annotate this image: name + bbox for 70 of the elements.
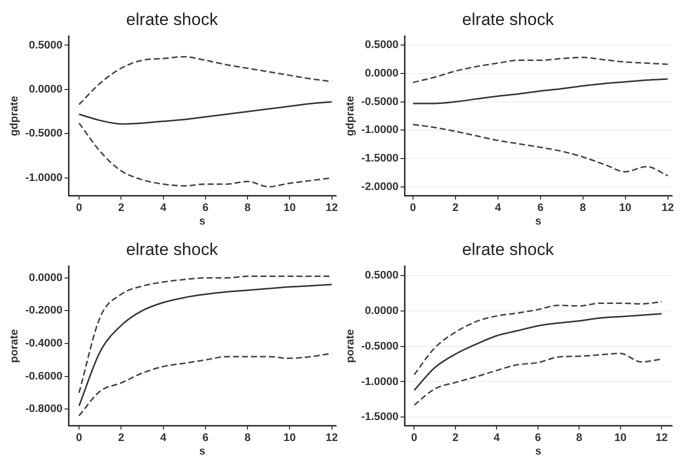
x-tick-label: 12 — [662, 202, 674, 214]
x-tick-label: 2 — [452, 432, 459, 444]
x-tick-label: 6 — [534, 432, 542, 444]
line-series — [413, 352, 662, 406]
x-axis-title: s — [199, 445, 206, 458]
y-tick-label: 0.5000 — [28, 39, 63, 52]
x-tick-label: 4 — [160, 432, 168, 444]
x-tick-label: 0 — [76, 202, 82, 214]
x-tick-label: 8 — [244, 432, 251, 444]
y-tick-label: 0.0000 — [28, 84, 63, 96]
y-tick-label: -0.6000 — [25, 370, 63, 382]
y-tick-label: -2.0000 — [361, 181, 399, 194]
x-axis-title: s — [535, 215, 542, 228]
line-series — [412, 56, 669, 84]
y-tick-label: -0.4000 — [25, 338, 63, 350]
x-tick-label: 6 — [537, 202, 544, 214]
x-axis-title: s — [535, 445, 542, 458]
x-tick-label: 4 — [160, 202, 168, 214]
line-series — [78, 56, 333, 106]
y-tick-label: -0.2000 — [25, 304, 63, 317]
y-tick-label: -1.0000 — [361, 376, 399, 388]
y-tick-label: 0.5000 — [364, 270, 399, 282]
x-tick-label: 6 — [202, 432, 208, 444]
x-tick-label: 0 — [410, 202, 416, 214]
x-tick-label: 12 — [326, 202, 338, 214]
y-tick-label: -1.0000 — [25, 172, 63, 184]
x-tick-label: 2 — [452, 202, 459, 214]
y-axis-title: porate — [344, 329, 357, 363]
y-tick-label: -1.0000 — [361, 124, 399, 136]
y-tick-label: -0.8000 — [25, 403, 63, 416]
line-series — [413, 301, 662, 376]
line-series — [412, 78, 669, 104]
x-tick-label: 0 — [411, 432, 418, 444]
x-tick-label: 10 — [619, 202, 632, 214]
x-axis-title: s — [199, 215, 206, 228]
y-tick-label: 0.0000 — [364, 305, 399, 318]
y-tick-label: 0.0000 — [364, 67, 399, 80]
chart-title: elrate shock — [126, 240, 218, 259]
line-series — [78, 101, 333, 125]
line-series — [413, 313, 662, 391]
chart-title: elrate shock — [462, 10, 554, 29]
chart-title: elrate shock — [126, 10, 218, 29]
line-series — [78, 284, 333, 407]
x-tick-label: 8 — [244, 202, 251, 214]
x-tick-label: 6 — [202, 202, 208, 214]
x-tick-label: 10 — [614, 432, 627, 444]
y-tick-label: -0.5000 — [361, 96, 399, 108]
chart-title: elrate shock — [462, 240, 554, 259]
x-tick-label: 8 — [580, 202, 586, 214]
x-tick-label: 2 — [118, 202, 124, 214]
y-tick-label: -1.5000 — [361, 411, 399, 424]
x-tick-label: 8 — [576, 432, 582, 444]
y-tick-label: 0.5000 — [364, 38, 399, 51]
y-tick-label: -0.5000 — [25, 128, 63, 140]
x-tick-label: 12 — [326, 432, 338, 444]
x-tick-label: 2 — [118, 432, 124, 444]
y-axis-title: porate — [8, 329, 21, 363]
line-series — [412, 124, 669, 176]
y-axis-title: gdprate — [344, 96, 357, 136]
y-axis-title: gdprate — [8, 96, 21, 136]
line-series — [78, 352, 333, 417]
x-tick-label: 10 — [284, 202, 296, 214]
x-tick-label: 10 — [284, 432, 296, 444]
x-tick-label: 4 — [494, 202, 502, 214]
x-tick-label: 0 — [76, 432, 82, 444]
y-tick-label: -1.5000 — [361, 152, 399, 165]
x-tick-label: 4 — [494, 432, 501, 444]
y-tick-label: -0.5000 — [361, 340, 399, 352]
x-tick-label: 12 — [656, 432, 668, 444]
y-tick-label: 0.0000 — [28, 272, 63, 284]
